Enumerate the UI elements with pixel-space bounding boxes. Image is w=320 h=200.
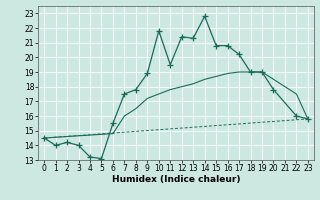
X-axis label: Humidex (Indice chaleur): Humidex (Indice chaleur) bbox=[112, 175, 240, 184]
